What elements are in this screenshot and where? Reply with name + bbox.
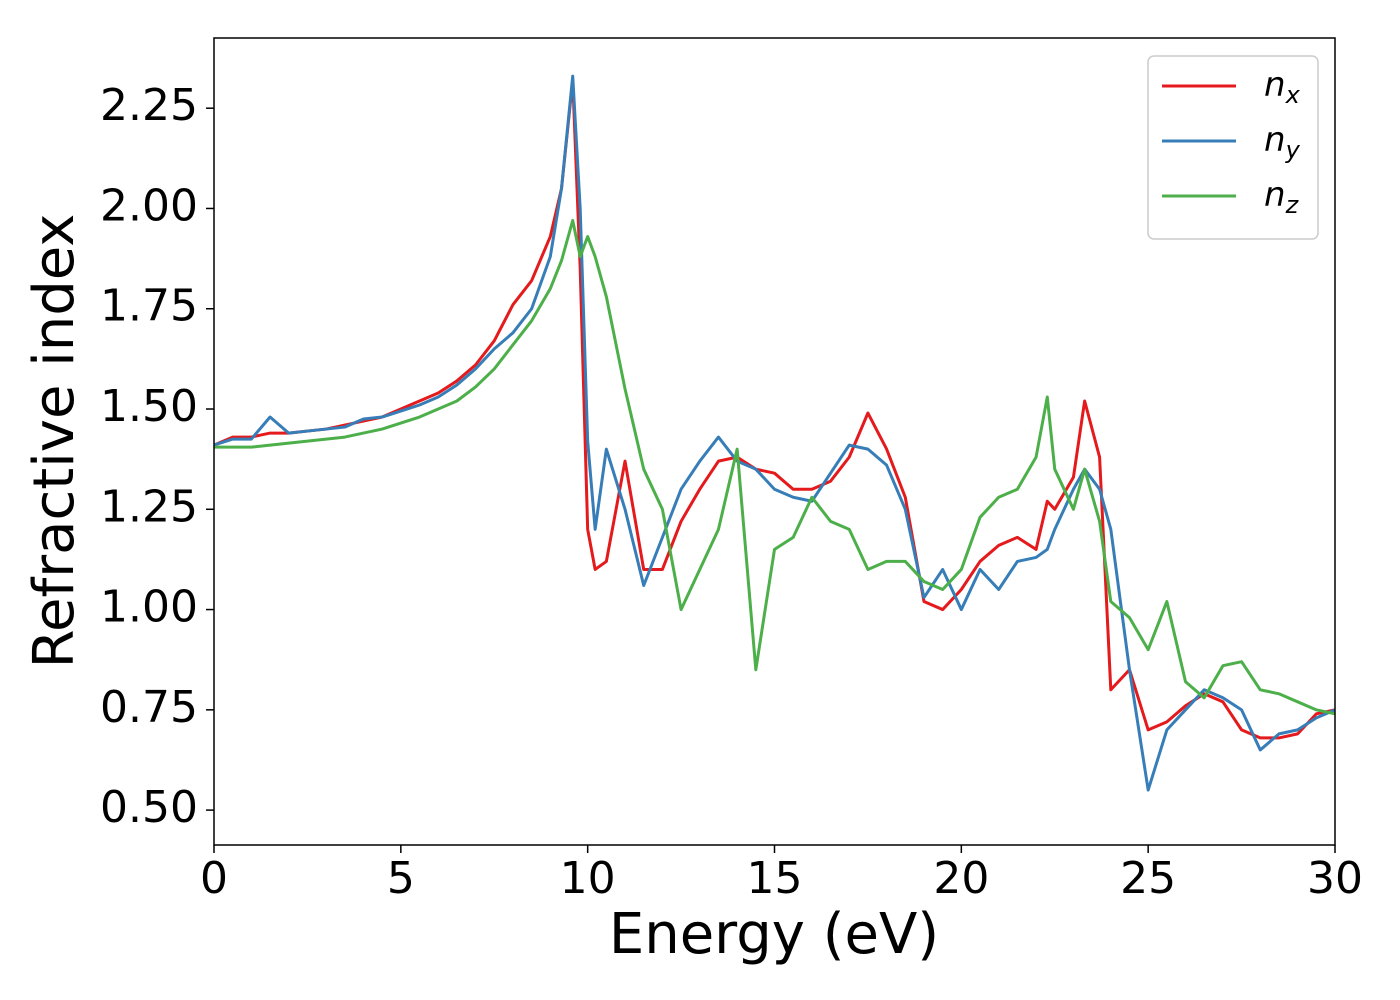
y-tick-label: 0.75 bbox=[100, 682, 198, 733]
y-axis-label: Refractive index bbox=[22, 214, 87, 669]
y-tick-label: 1.75 bbox=[100, 281, 198, 332]
data-line bbox=[214, 78, 1335, 740]
y-tick-label: 1.50 bbox=[100, 381, 198, 432]
plot-frame bbox=[213, 37, 1336, 846]
y-tick-label: 2.00 bbox=[100, 180, 198, 231]
y-tick-label: 0.50 bbox=[100, 782, 198, 833]
x-tick-label: 0 bbox=[200, 853, 228, 904]
y-tick-label: 2.25 bbox=[100, 80, 198, 131]
x-tick-label: 10 bbox=[560, 853, 616, 904]
legend-label: ny bbox=[1264, 120, 1301, 165]
y-tick-label: 1.00 bbox=[100, 582, 198, 633]
y-tick-label: 1.25 bbox=[100, 481, 198, 532]
data-line bbox=[214, 74, 1335, 792]
legend-box bbox=[1147, 55, 1319, 240]
x-tick-label: 25 bbox=[1120, 853, 1176, 904]
legend-label: nx bbox=[1264, 65, 1301, 110]
x-tick-label: 15 bbox=[747, 853, 803, 904]
data-line bbox=[214, 219, 1335, 716]
legend-label: nz bbox=[1264, 175, 1300, 220]
x-tick-label: 5 bbox=[387, 853, 415, 904]
x-tick-label: 20 bbox=[933, 853, 989, 904]
x-tick-label: 30 bbox=[1307, 853, 1363, 904]
x-axis-label: Energy (eV) bbox=[609, 902, 939, 967]
